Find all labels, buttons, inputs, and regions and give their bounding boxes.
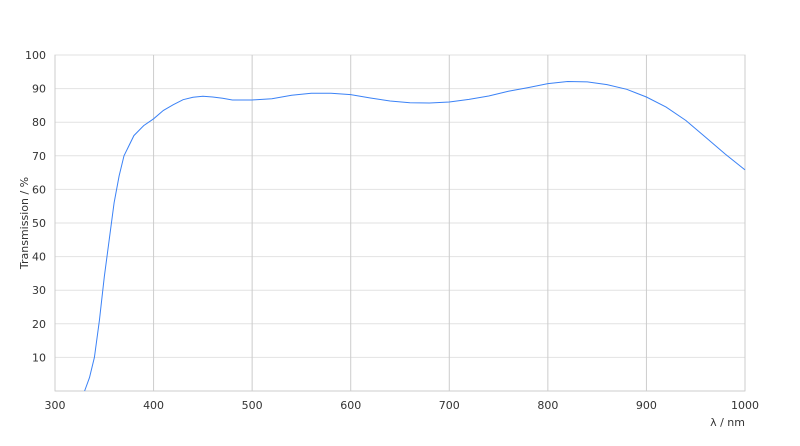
y-tick-label: 40	[32, 251, 46, 264]
series	[84, 80, 746, 392]
axes: 10 20 30 40 50 60 70 80 90 100 300 400 500 600 700 800 9…	[25, 49, 759, 412]
grid	[54, 54, 746, 392]
y-tick-label: 50	[32, 217, 46, 230]
y-tick-label: 30	[32, 284, 46, 297]
y-tick-label: 70	[32, 150, 46, 163]
x-tick-label: 1000	[731, 399, 759, 412]
y-tick-label: 10	[32, 351, 46, 364]
y-tick-label: 80	[32, 116, 46, 129]
y-tick-label: 20	[32, 318, 46, 331]
x-tick-label: 600	[340, 399, 361, 412]
y-tick-label: 90	[32, 83, 46, 96]
y-axis-label: Transmission / %	[18, 177, 31, 270]
x-tick-label: 900	[636, 399, 657, 412]
x-tick-label: 400	[143, 399, 164, 412]
y-tick-label: 100	[25, 49, 46, 62]
transmission-line	[84, 80, 746, 392]
x-tick-label: 300	[45, 399, 66, 412]
x-tick-label: 500	[242, 399, 263, 412]
x-axis-label: λ / nm	[710, 416, 745, 429]
x-tick-label: 700	[439, 399, 460, 412]
x-tick-label: 800	[537, 399, 558, 412]
y-tick-label: 60	[32, 183, 46, 196]
